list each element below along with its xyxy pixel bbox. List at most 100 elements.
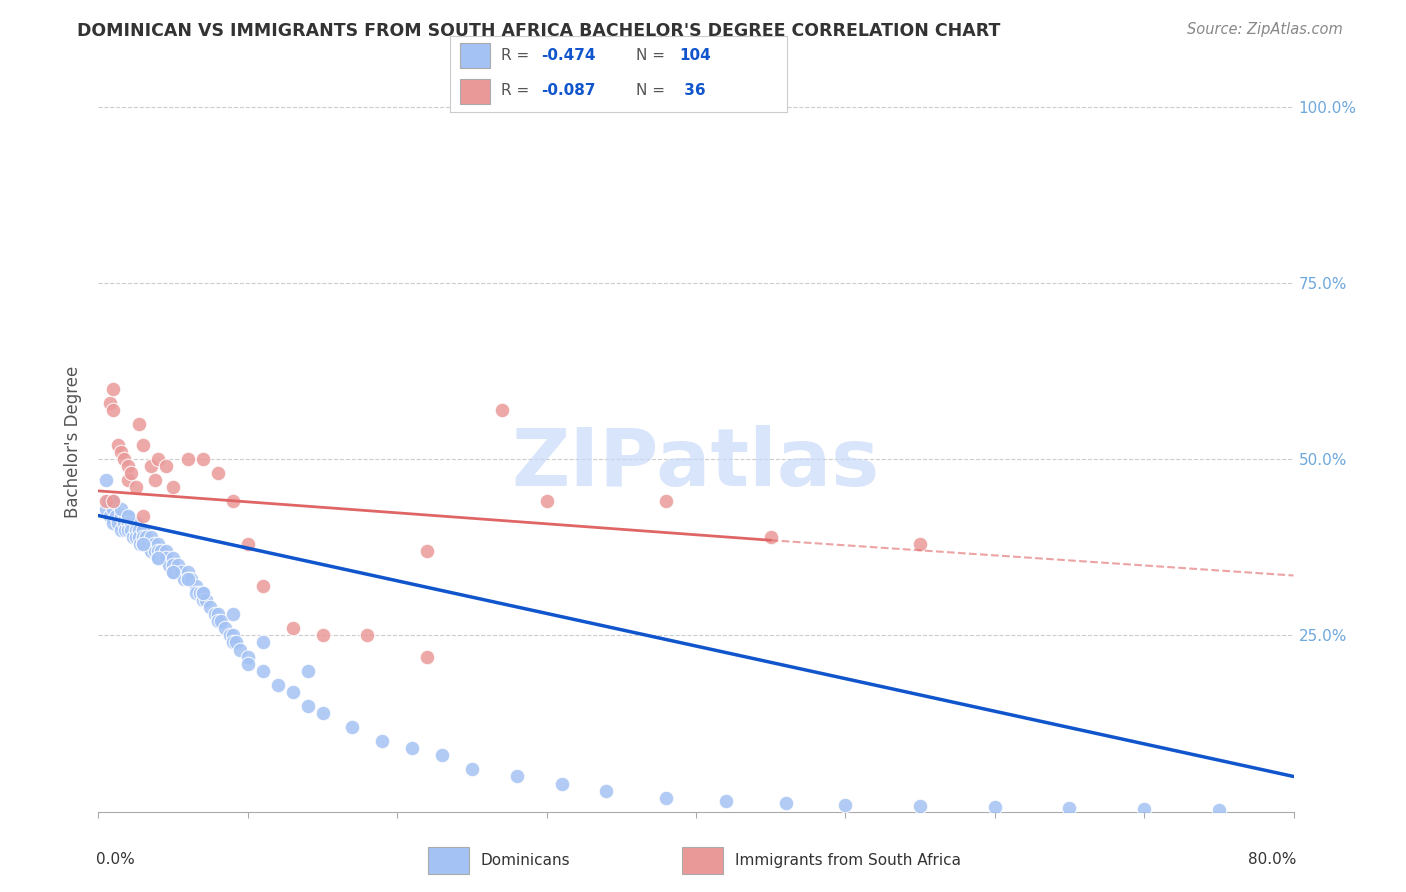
Point <box>155 459 177 474</box>
Point <box>1059 801 1081 815</box>
Point <box>984 800 1007 814</box>
Point <box>132 537 155 551</box>
Point <box>195 593 218 607</box>
Point <box>132 508 155 523</box>
Point <box>550 776 572 790</box>
Point <box>103 501 125 516</box>
Text: 104: 104 <box>679 48 711 63</box>
Point <box>775 797 797 811</box>
Point <box>297 664 319 678</box>
Point <box>110 523 132 537</box>
Text: 36: 36 <box>679 83 706 98</box>
Point <box>177 572 200 586</box>
Point <box>148 550 170 565</box>
Text: -0.474: -0.474 <box>541 48 596 63</box>
Point <box>125 480 148 494</box>
Point <box>139 459 162 474</box>
Point <box>595 783 617 797</box>
Bar <box>682 847 723 874</box>
Point <box>236 657 259 671</box>
Text: R =: R = <box>501 83 534 98</box>
Point <box>117 516 139 530</box>
Point <box>1208 803 1230 817</box>
Point <box>132 530 155 544</box>
Point <box>184 579 207 593</box>
Point <box>207 615 229 629</box>
Point <box>191 593 214 607</box>
Point <box>97 494 120 508</box>
Point <box>207 607 229 622</box>
Point <box>100 508 122 523</box>
Point <box>222 628 245 642</box>
Point <box>120 467 142 481</box>
Point <box>148 550 170 565</box>
Point <box>177 452 200 467</box>
Point <box>162 565 184 579</box>
Point <box>236 537 259 551</box>
Point <box>117 473 139 487</box>
Point <box>401 741 423 756</box>
Point <box>222 635 245 649</box>
Point <box>281 685 304 699</box>
Point <box>166 558 188 572</box>
Point <box>536 494 558 508</box>
Point <box>128 523 150 537</box>
Point <box>219 628 242 642</box>
Point <box>506 769 529 783</box>
Point <box>311 628 333 642</box>
Point <box>252 664 274 678</box>
Point <box>100 396 122 410</box>
Point <box>416 649 439 664</box>
Point <box>107 438 129 452</box>
Point <box>655 494 678 508</box>
Point <box>114 523 136 537</box>
Point <box>129 537 152 551</box>
Point <box>252 579 274 593</box>
Point <box>148 452 170 467</box>
Point <box>155 544 177 558</box>
Point <box>214 621 236 635</box>
Point <box>103 516 125 530</box>
Point <box>371 734 394 748</box>
Point <box>714 794 737 808</box>
Text: N =: N = <box>636 83 669 98</box>
Point <box>110 508 132 523</box>
Point <box>117 523 139 537</box>
Point <box>229 642 252 657</box>
Point <box>139 544 162 558</box>
Point <box>169 565 191 579</box>
Point <box>356 628 378 642</box>
Point <box>311 706 333 720</box>
Point <box>136 537 159 551</box>
Text: -0.087: -0.087 <box>541 83 596 98</box>
Point <box>128 417 150 431</box>
Point <box>267 678 290 692</box>
Point <box>207 467 229 481</box>
Point <box>177 572 200 586</box>
Point <box>114 508 136 523</box>
Point <box>908 799 931 814</box>
Text: Source: ZipAtlas.com: Source: ZipAtlas.com <box>1187 22 1343 37</box>
Point <box>139 530 162 544</box>
Point <box>491 402 513 417</box>
Bar <box>460 44 491 69</box>
Point <box>120 523 142 537</box>
Point <box>173 572 195 586</box>
Point <box>1133 802 1156 816</box>
Point <box>132 537 155 551</box>
Y-axis label: Bachelor's Degree: Bachelor's Degree <box>65 366 83 517</box>
Point <box>191 586 214 600</box>
Point <box>162 565 184 579</box>
Point <box>117 508 139 523</box>
Point <box>103 382 125 396</box>
Point <box>120 516 142 530</box>
Point <box>143 544 166 558</box>
Text: R =: R = <box>501 48 534 63</box>
Point <box>125 530 148 544</box>
Point <box>252 635 274 649</box>
Point <box>157 558 180 572</box>
Point <box>655 790 678 805</box>
Point <box>342 720 364 734</box>
Text: Dominicans: Dominicans <box>481 854 571 868</box>
Point <box>103 494 125 508</box>
